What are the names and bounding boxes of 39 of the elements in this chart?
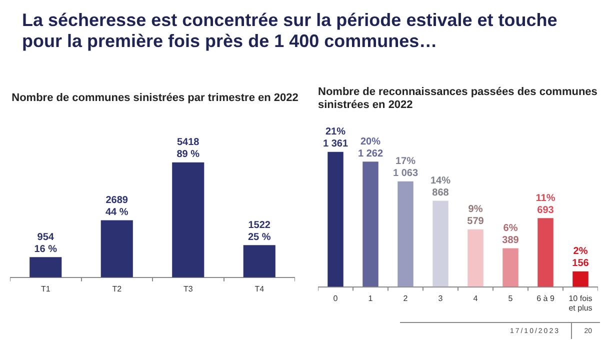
x-tick-label: 2 (403, 294, 408, 303)
x-tick-label: 4 (473, 294, 478, 303)
bar (468, 229, 484, 287)
bar (30, 257, 62, 278)
bar (362, 162, 378, 287)
data-label: 17% 1 063 (392, 156, 418, 180)
chart-subtitle: Nombre de communes sinistrées par trimestre en 2022 (10, 92, 300, 104)
bar (502, 248, 518, 287)
bar (432, 200, 448, 287)
chart-title: Nombre de reconnaissances passées des communes sinistrées en 2022 (318, 86, 598, 112)
x-tick-label: T1 (40, 284, 51, 294)
bar (328, 152, 344, 287)
data-label: 14% 868 (430, 175, 451, 198)
data-label: 6% 389 (502, 222, 520, 246)
x-tick-label: 1 (368, 294, 374, 303)
bar (100, 220, 133, 278)
data-label: 20% 1 262 (358, 136, 384, 160)
data-label: 5418 89 % (176, 137, 200, 160)
bar (243, 245, 276, 278)
x-tick-label: 0 (333, 294, 338, 303)
data-label: 21% 1 361 (322, 126, 348, 150)
data-label: 1522 25 % (248, 220, 271, 243)
x-tick-label: T4 (254, 284, 265, 294)
data-label: 2% 156 (572, 246, 590, 270)
bar (398, 181, 414, 287)
x-tick-label: 10 fois et plus (568, 294, 592, 312)
x-tick-label: T2 (112, 284, 122, 294)
x-tick-label: 5 (508, 294, 514, 303)
bar (172, 162, 204, 278)
data-label: 9% 579 (467, 204, 484, 228)
x-tick-label: 6 à 9 (536, 294, 555, 303)
bar (572, 271, 588, 287)
x-tick-label: T3 (183, 284, 194, 294)
data-label: 11% 693 (536, 192, 556, 216)
x-tick-label: 3 (438, 294, 444, 303)
data-label: 954 16 % (34, 232, 58, 255)
chart-title: La sécheresse est concentrée sur la période estivale et touche pour la première fois près de 1 400 communes… (22, 10, 558, 52)
bar (538, 218, 554, 287)
data-label: 2689 44 % (105, 195, 128, 218)
